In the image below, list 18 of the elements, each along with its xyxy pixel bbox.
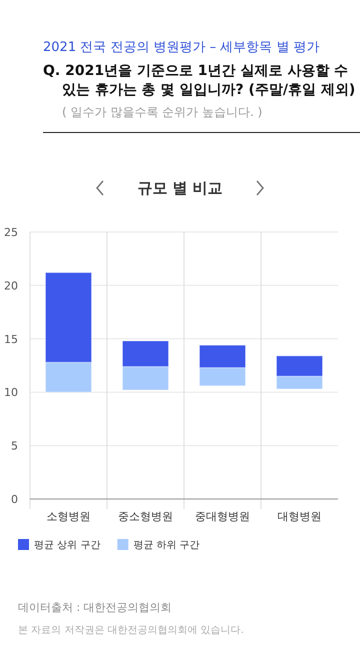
chart-title: 2021 전국 전공의 병원평가 – 세부항목 별 평가 xyxy=(43,39,320,56)
y-tick-label: 10 xyxy=(4,386,18,400)
y-tick-label: 0 xyxy=(11,493,18,506)
text: 데이터출처 : 대한전공의협의회 xyxy=(18,601,172,614)
legend-label: 평균 상위 구간 xyxy=(34,540,100,551)
text: ( 일수가 많을수록 순위가 높습니다. ) xyxy=(62,104,262,121)
y-tick-label: 15 xyxy=(4,332,18,346)
text: 규모 별 비교 xyxy=(137,179,223,197)
y-tick-label: 20 xyxy=(4,279,18,292)
y-tick-label: 25 xyxy=(4,226,18,239)
x-tick-label: 중대형병원 xyxy=(195,510,250,523)
x-tick-label: 중소형병원 xyxy=(118,510,173,523)
text: 본 자료의 저작권은 대한전공의협의회에 있습니다. xyxy=(18,625,244,636)
x-tick-label: 대형병원 xyxy=(278,510,322,523)
chart-subtitle: Q. 2021년을 기준으로 1년간 실제로 사용할 수 있는 휴가는 총 몇 일입니까? (주말/휴일 제외) xyxy=(43,62,356,100)
y-tick-label: 5 xyxy=(11,440,18,453)
x-tick-label: 소형병원 xyxy=(46,510,90,523)
legend-label: 평균 하위 구간 xyxy=(133,540,200,551)
